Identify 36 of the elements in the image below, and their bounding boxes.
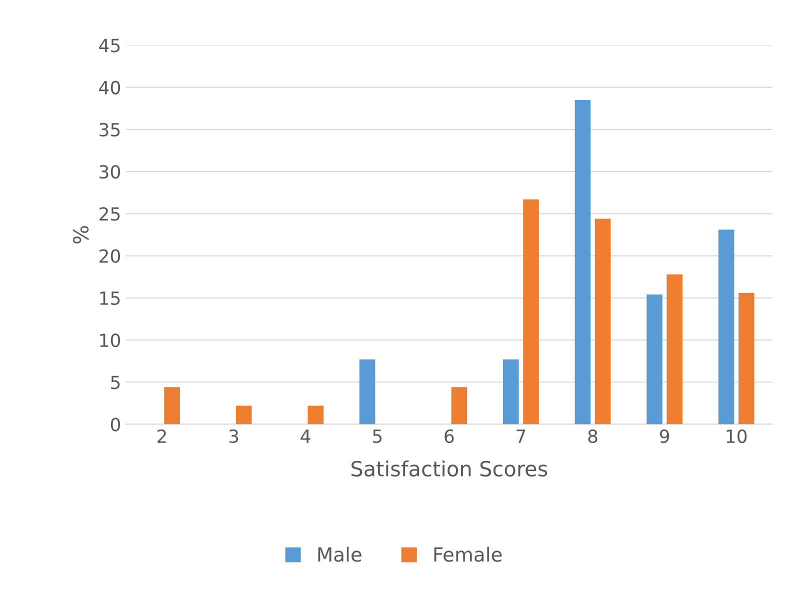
bar <box>666 274 682 424</box>
legend-label: Male <box>318 546 362 562</box>
bar <box>236 406 252 424</box>
x-tick-label: 5 <box>373 430 382 444</box>
y-tick-label: 5 <box>111 376 120 390</box>
bar <box>503 359 519 424</box>
bar <box>646 294 662 424</box>
bar <box>738 292 754 424</box>
x-tick-label: 2 <box>158 429 166 443</box>
bar <box>718 230 734 424</box>
bar <box>451 387 468 424</box>
y-tick-label: 40 <box>99 80 120 94</box>
x-tick-label: 4 <box>300 430 310 443</box>
y-tick-label: 25 <box>100 207 120 221</box>
y-tick-label: 0 <box>110 418 120 432</box>
bar <box>574 100 591 424</box>
x-tick-label: 8 <box>588 429 598 444</box>
y-tick-label: 45 <box>99 38 120 52</box>
y-tick-label: 35 <box>100 122 120 137</box>
legend-label: Female <box>434 546 502 562</box>
x-tick-label: 3 <box>229 429 238 444</box>
y-tick-label: 15 <box>100 292 120 306</box>
bar <box>359 359 376 424</box>
y-tick-label: 10 <box>100 333 120 348</box>
bar <box>594 218 611 424</box>
bar <box>164 387 180 424</box>
x-tick-label: 10 <box>726 429 747 444</box>
y-axis-title: % <box>72 226 89 244</box>
x-tick-label: 7 <box>516 430 526 443</box>
y-tick-label: 30 <box>100 165 120 179</box>
bar <box>308 406 324 424</box>
x-axis-title: Satisfaction Scores <box>351 460 548 477</box>
x-tick-label: 9 <box>660 429 670 444</box>
x-tick-label: 6 <box>444 429 454 444</box>
y-tick-label: 20 <box>100 249 120 263</box>
bar <box>523 199 539 424</box>
